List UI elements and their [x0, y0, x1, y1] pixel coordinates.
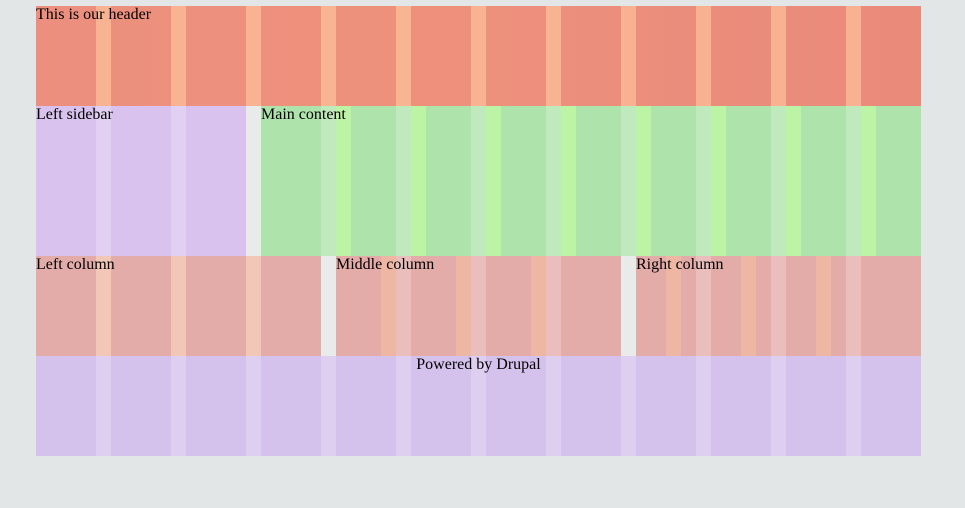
site-header: This is our header: [36, 6, 921, 106]
sidebar-text: Left sidebar: [36, 106, 113, 123]
middle-column: Middle column: [336, 256, 621, 356]
left-sidebar: Left sidebar: [36, 106, 246, 256]
header-text: This is our header: [36, 6, 152, 23]
grid-stripes: [336, 256, 621, 356]
left-column-text: Left column: [36, 256, 115, 273]
left-column: Left column: [36, 256, 321, 356]
right-column-text: Right column: [636, 256, 724, 273]
middle-column-text: Middle column: [336, 256, 435, 273]
grid-stripes: [36, 6, 921, 106]
main-content: Main content: [261, 106, 921, 256]
main-content-text: Main content: [261, 106, 346, 123]
grid-stripes: [261, 106, 921, 256]
page-container: This is our header Left sidebar Main con…: [36, 6, 921, 456]
footer-text: Powered by Drupal: [416, 356, 541, 373]
site-footer: Powered by Drupal: [36, 356, 921, 456]
grid-stripes: [36, 256, 321, 356]
grid-stripes: [636, 256, 921, 356]
right-column: Right column: [636, 256, 921, 356]
